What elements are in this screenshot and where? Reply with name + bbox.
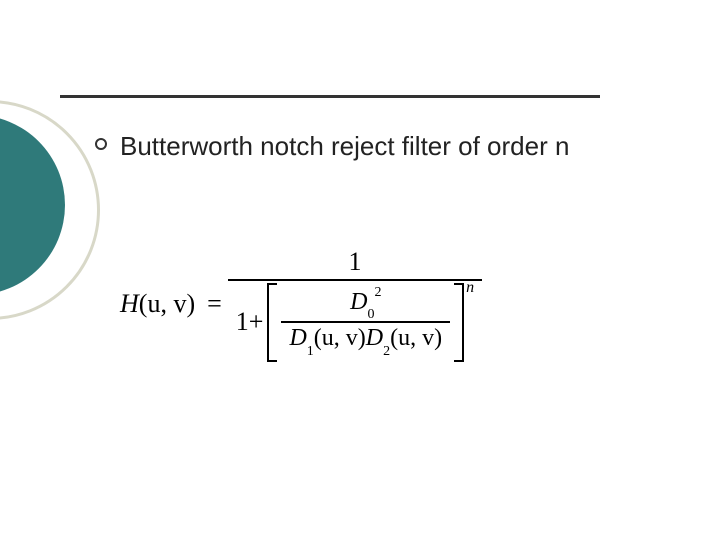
bracket-left bbox=[267, 283, 275, 362]
main-fraction: 1 1+ D02 D bbox=[228, 245, 482, 364]
bracket-group: D02 D1(u, v)D2(u, v) bbox=[267, 283, 464, 362]
bracket-content: D02 D1(u, v)D2(u, v) bbox=[275, 283, 456, 362]
lhs-function: H bbox=[120, 289, 139, 318]
D1-args: (u, v) bbox=[314, 325, 366, 351]
inner-numerator: D02 bbox=[342, 287, 389, 322]
exponent-n: n bbox=[466, 279, 474, 297]
main-numerator: 1 bbox=[340, 245, 369, 279]
D2-base: D bbox=[366, 325, 383, 351]
D0-sup: 2 bbox=[374, 285, 381, 300]
D2-sub: 2 bbox=[383, 344, 390, 359]
D1-base: D bbox=[289, 325, 306, 351]
bullet-text: Butterworth notch reject filter of order… bbox=[120, 130, 640, 164]
equation-block: H(u, v) = 1 1+ D02 bbox=[120, 245, 482, 364]
bracket-right bbox=[456, 283, 464, 362]
inner-fraction: D02 D1(u, v)D2(u, v) bbox=[281, 287, 450, 358]
one-plus: 1+ bbox=[236, 307, 268, 337]
D1-sub: 1 bbox=[307, 344, 314, 359]
title-underline bbox=[60, 95, 600, 98]
inner-denominator: D1(u, v)D2(u, v) bbox=[281, 323, 450, 358]
main-denominator: 1+ D02 D1(u, v)D2(u, v) bbox=[228, 281, 482, 364]
D0-base: D bbox=[350, 289, 367, 315]
D0-sub: 0 bbox=[367, 307, 374, 322]
lhs-args: (u, v) bbox=[139, 289, 195, 318]
equation-lhs: H(u, v) bbox=[120, 289, 201, 319]
D2-args: (u, v) bbox=[390, 325, 442, 351]
bullet-icon bbox=[95, 138, 107, 150]
equals-sign: = bbox=[201, 289, 228, 319]
